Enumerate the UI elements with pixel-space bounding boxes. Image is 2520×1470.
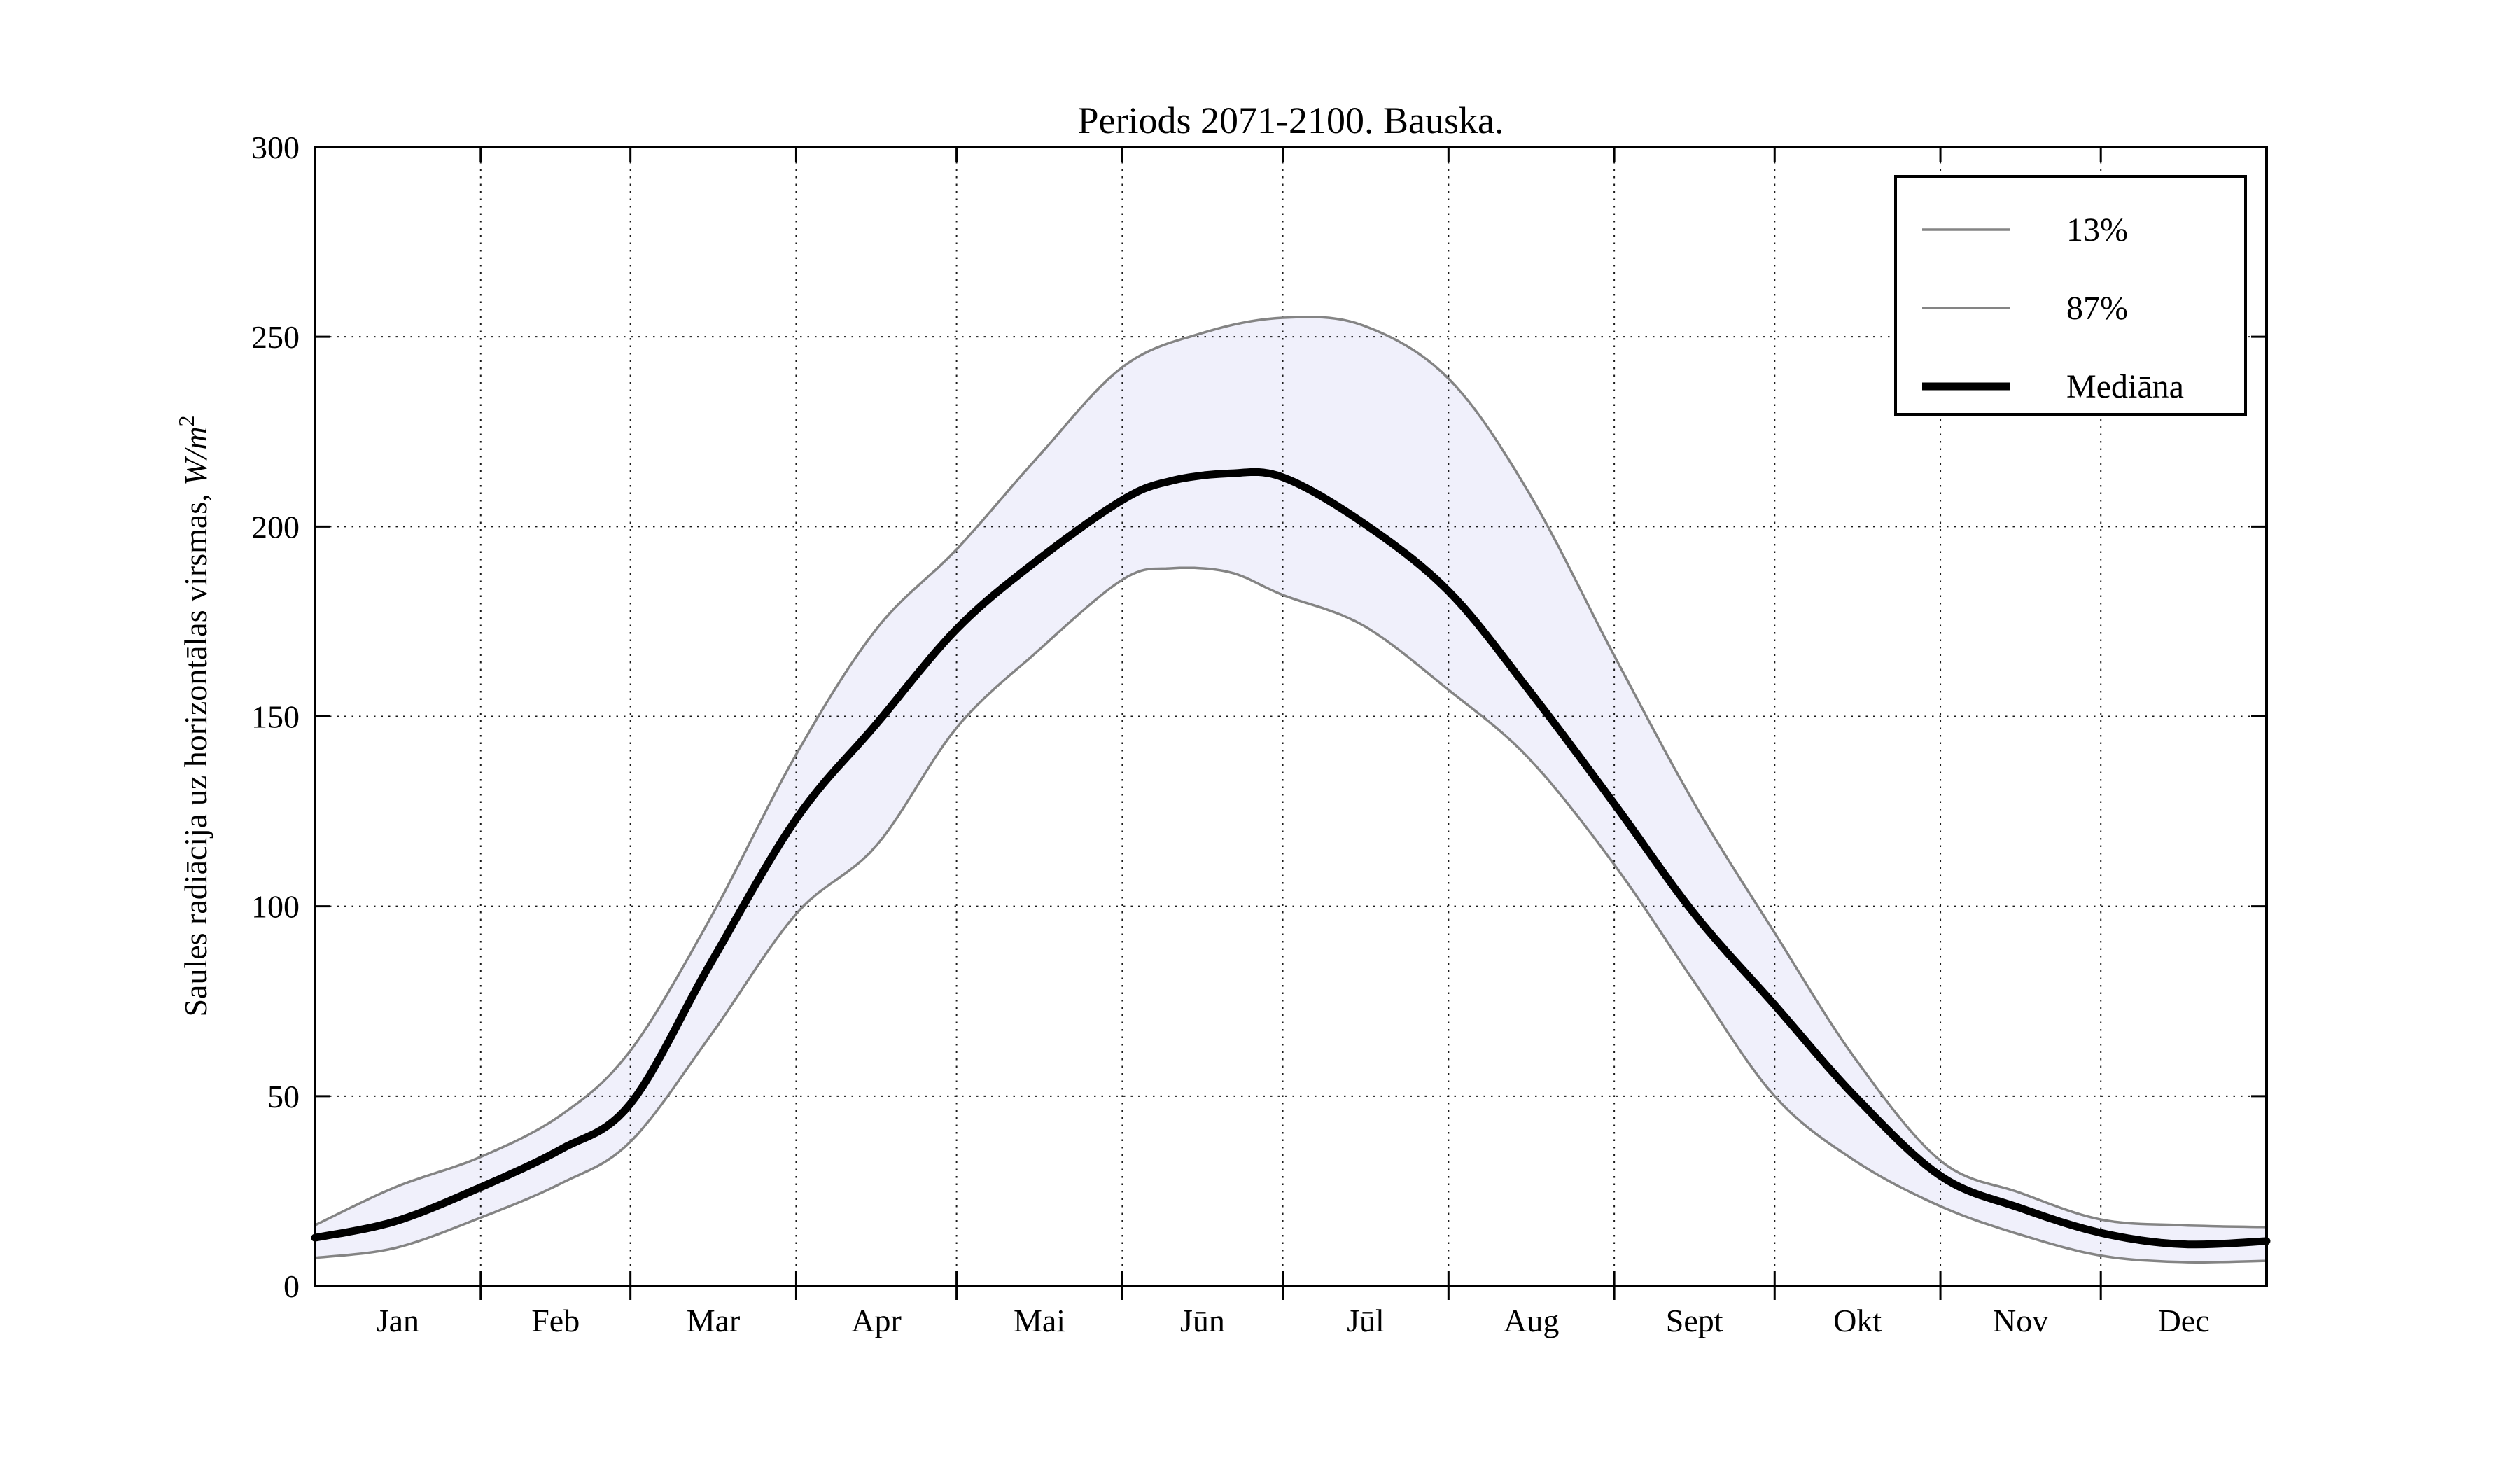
tick-label-layer: 0 50 100 150 200 250 300 Jan Feb Mar Apr Mai Jūn Jūl A… xyxy=(251,130,2210,1338)
series-mediana-line xyxy=(311,468,2271,1249)
percentile-band-layer xyxy=(315,316,2267,1263)
x-tick-label-month: Sept xyxy=(1666,1303,1723,1338)
x-tick-label-month: Okt xyxy=(1833,1303,1882,1338)
legend-label-13pct: 13% xyxy=(2066,211,2128,248)
percentile-band xyxy=(315,316,2267,1263)
y-tick-label: 50 xyxy=(267,1079,300,1114)
plot-border xyxy=(314,146,2268,1287)
x-tick-label-month: Dec xyxy=(2158,1303,2210,1338)
legend: 13% 87% Mediāna xyxy=(1894,175,2247,416)
legend-item-mediana: Mediāna xyxy=(1922,368,2184,405)
x-tick-label-month: Apr xyxy=(851,1303,902,1338)
x-tick-label-month: Mar xyxy=(687,1303,741,1338)
x-tick-label-month: Jan xyxy=(377,1303,419,1338)
series-87pct-line xyxy=(314,316,2267,1228)
x-tick-label-month: Nov xyxy=(1993,1303,2048,1338)
legend-item-87pct: 87% xyxy=(1922,290,2128,327)
legend-box xyxy=(1894,175,2247,416)
y-tick-label: 0 xyxy=(284,1268,300,1304)
y-axis-label-superscript: 2 xyxy=(174,415,199,426)
grid-layer xyxy=(315,147,2267,1286)
legend-label-mediana: Mediāna xyxy=(2066,368,2184,405)
y-tick-label: 300 xyxy=(251,130,300,165)
series-13pct-line xyxy=(314,566,2267,1264)
y-tick-label: 150 xyxy=(251,699,300,735)
chart-title: Periods 2071-2100. Bauska. xyxy=(1078,99,1504,141)
y-axis-label-math: W/m xyxy=(178,426,214,485)
y-axis-label: Saules radiācija uz horizontālas virsmas… xyxy=(174,415,214,1016)
x-tick-label-month: Mai xyxy=(1014,1303,1065,1338)
legend-label-87pct: 87% xyxy=(2066,290,2128,327)
curve-layer xyxy=(311,316,2271,1264)
y-axis-label-text: Saules radiācija uz horizontālas virsmas… xyxy=(178,486,214,1017)
x-tick-label-month: Feb xyxy=(531,1303,580,1338)
y-tick-label: 200 xyxy=(251,509,300,545)
x-tick-label-month: Jūl xyxy=(1347,1303,1385,1338)
tick-layer xyxy=(315,147,2267,1300)
y-tick-label: 250 xyxy=(251,319,300,355)
x-tick-label-month: Jūn xyxy=(1180,1303,1225,1338)
legend-item-13pct: 13% xyxy=(1922,211,2128,248)
y-tick-label: 100 xyxy=(251,889,300,925)
x-tick-label-month: Aug xyxy=(1504,1303,1559,1338)
